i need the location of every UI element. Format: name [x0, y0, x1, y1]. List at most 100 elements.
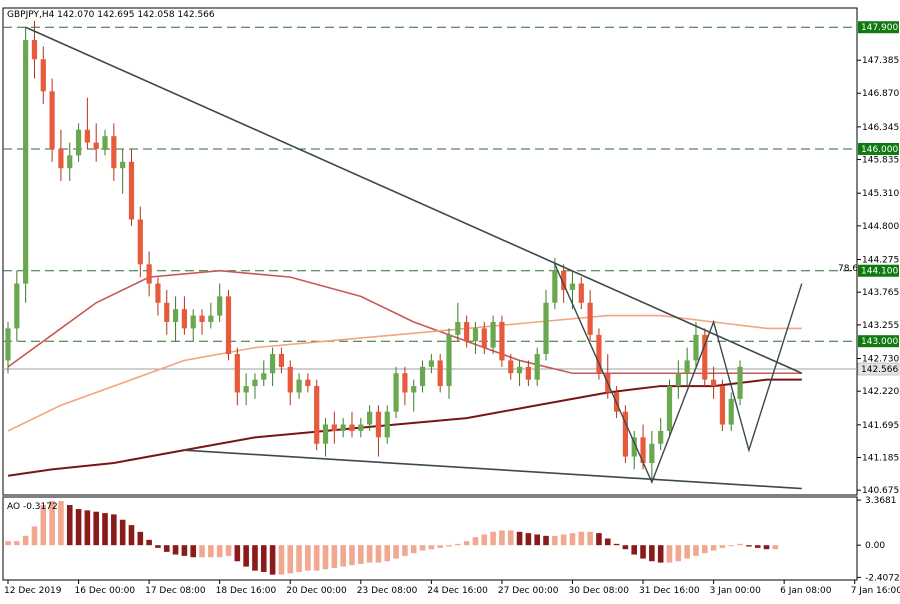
candle-body: [384, 411, 390, 438]
candle-body: [402, 373, 408, 393]
candle-body: [349, 424, 355, 431]
ao-bar: [472, 537, 479, 546]
candle-body: [84, 129, 90, 143]
candle-body: [464, 321, 470, 342]
ao-bar: [684, 545, 690, 559]
ao-bar: [763, 545, 770, 550]
ao-bar: [710, 545, 717, 551]
ao-bar: [190, 545, 197, 558]
moving-average-line: [7, 314, 802, 432]
candle-body: [270, 354, 276, 374]
ao-bar: [455, 543, 461, 546]
ao-bar: [305, 545, 311, 571]
candle-body: [217, 296, 223, 316]
candle-body: [552, 270, 558, 303]
candle-body: [411, 386, 417, 393]
price-tick-label: 146.345: [862, 123, 899, 133]
time-tick-label: 27 Dec 00:00: [498, 586, 559, 596]
candle-body: [658, 430, 664, 444]
ao-tick-label: 3.3681: [865, 496, 897, 506]
ao-bar: [560, 534, 567, 546]
candle-body: [737, 366, 743, 399]
candles: [5, 20, 743, 483]
ao-bar: [22, 535, 29, 546]
ao-bar: [569, 533, 576, 546]
candle-body: [111, 136, 117, 169]
horizontal-levels: [3, 26, 857, 370]
price-tick-label: 140.675: [862, 486, 899, 496]
ao-bar: [252, 545, 258, 571]
ao-bar: [163, 545, 170, 552]
price-tick-label: 142.730: [862, 355, 899, 365]
candle-body: [305, 379, 311, 387]
candle-body: [120, 161, 126, 169]
ao-bar: [543, 535, 549, 546]
ao-bar: [657, 545, 664, 563]
candle-body: [375, 411, 382, 438]
ao-bar: [358, 545, 364, 564]
time-tick-label: 23 Dec 08:00: [357, 586, 418, 596]
ao-bar: [384, 545, 391, 562]
candle-body: [516, 366, 523, 374]
ao-bar: [58, 501, 64, 546]
ao-bar: [701, 545, 708, 554]
price-tick-label: 141.185: [862, 454, 899, 464]
ao-bar: [375, 545, 382, 563]
candle-body: [649, 443, 655, 463]
level-badge: [858, 335, 899, 348]
candle-body: [287, 366, 293, 393]
candle-body: [296, 379, 302, 393]
ao-bar: [269, 545, 276, 575]
ao-bar: [331, 545, 338, 568]
time-tick-label: 30 Dec 08:00: [568, 586, 629, 596]
candle-body: [508, 360, 514, 374]
ao-bar: [75, 509, 82, 546]
candle-body: [314, 386, 320, 444]
ao-bar: [5, 541, 11, 546]
price-tick-label: 141.695: [862, 421, 899, 431]
ao-label: AO -0.3172: [7, 502, 58, 512]
candle-body: [322, 424, 329, 444]
trendline: [25, 26, 803, 374]
candle-body: [534, 354, 540, 380]
candle-body: [67, 155, 73, 169]
candle-body: [172, 309, 179, 322]
price-badges: 147.900 146.000 144.100 143.000 142.566: [857, 21, 900, 376]
candle-body: [190, 315, 196, 329]
candle-body: [146, 264, 152, 284]
candle-body: [684, 360, 690, 374]
candle-body: [31, 40, 38, 60]
ao-bar: [666, 545, 673, 563]
candle-body: [569, 283, 576, 290]
price-tick-label: 144.800: [862, 222, 899, 232]
candle-body: [393, 373, 399, 412]
ao-bar: [631, 545, 638, 555]
ao-bar: [66, 505, 73, 546]
ao-bar: [728, 545, 735, 547]
candle-body: [367, 411, 373, 425]
candle-body: [472, 328, 479, 342]
ao-bar: [137, 531, 144, 546]
ao-bar: [155, 545, 161, 548]
ao-bar: [243, 545, 249, 567]
ao-bar: [340, 545, 346, 567]
ao-bar: [128, 525, 135, 546]
time-tick-label: 20 Dec 00:00: [286, 586, 347, 596]
ao-bar: [499, 530, 505, 546]
candle-body: [58, 148, 64, 169]
price-tick-label: 142.220: [862, 387, 899, 397]
fib-label: 78.6: [838, 264, 858, 274]
candle-body: [199, 315, 205, 322]
price-tick-label: 147.385: [862, 56, 899, 66]
ao-bar: [772, 545, 779, 550]
candle-body: [75, 129, 82, 156]
candle-body: [490, 321, 496, 348]
candle-body: [164, 302, 170, 322]
ao-bar: [199, 545, 205, 558]
ao-bar: [490, 531, 496, 546]
candle-body: [5, 328, 11, 361]
candle-body: [49, 91, 55, 149]
ao-bar: [31, 526, 38, 546]
ao-bar: [481, 534, 488, 546]
